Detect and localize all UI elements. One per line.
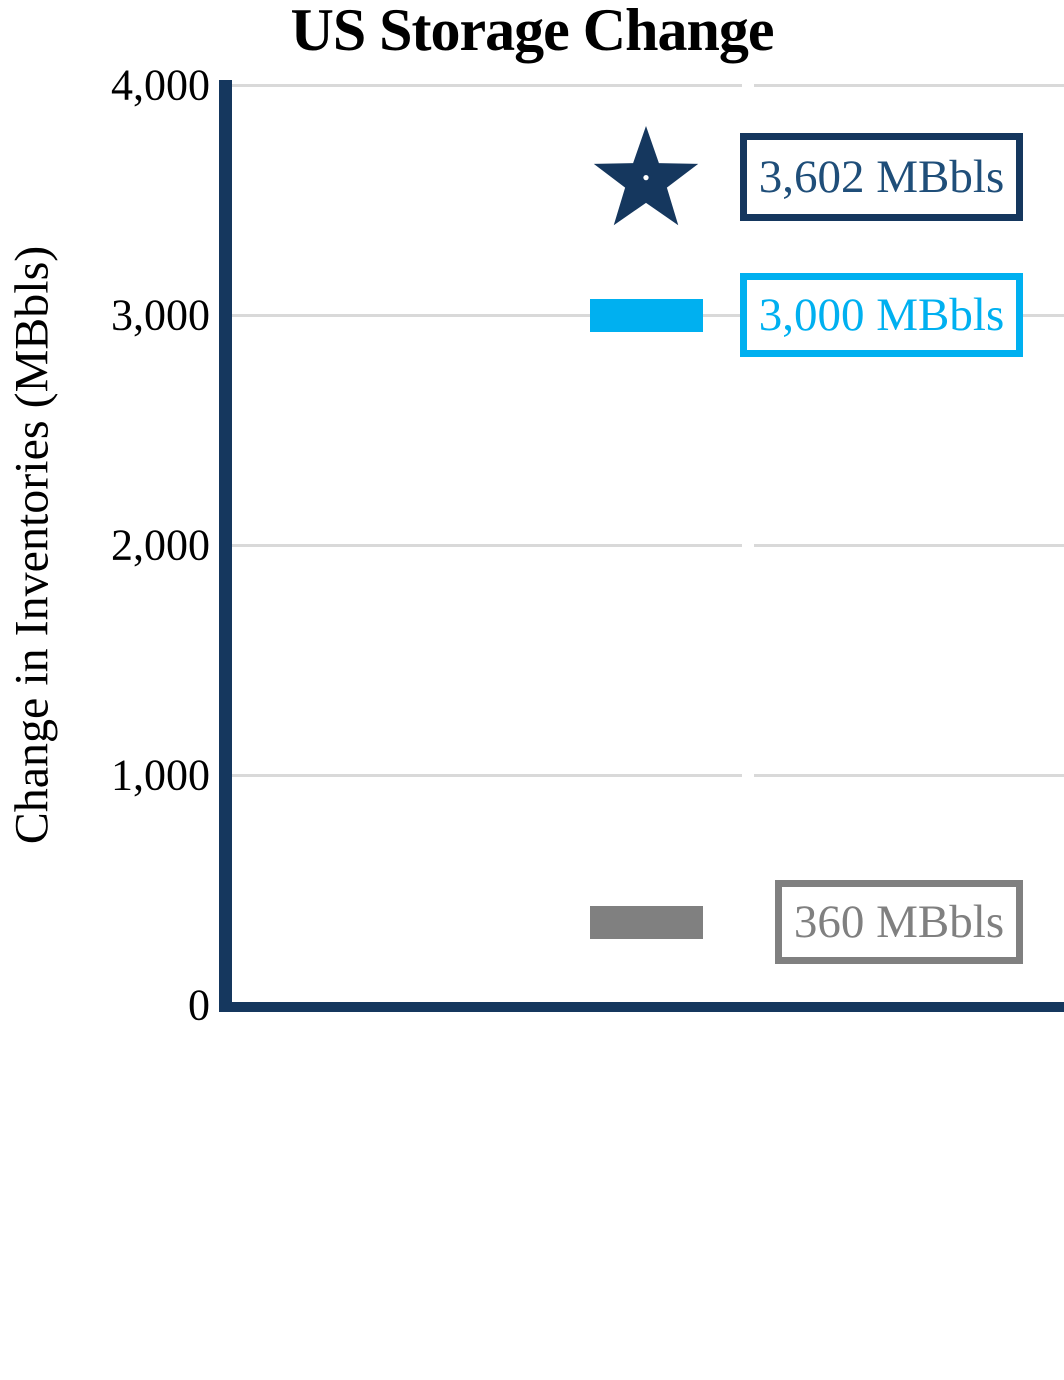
bloomberg-value-label: 360 MBbls [793, 896, 1005, 949]
gridline-4000-left [232, 83, 742, 87]
chart-title: US Storage Change [290, 0, 774, 63]
y-tick-0: 0 [188, 980, 210, 1030]
star-center-dot [643, 174, 649, 181]
gridline-3000-left [232, 313, 742, 317]
bloomberg-value-box: 360 MBbls [775, 880, 1023, 965]
api-survey-bar [590, 298, 703, 332]
gridline-2000-right [754, 543, 1064, 547]
bloomberg-survey-bar [590, 905, 703, 939]
y-tick-1000: 1,000 [111, 750, 210, 800]
x-axis-line [219, 1002, 1064, 1012]
gridline-1000-right [754, 773, 1064, 777]
api-value-label: 3,000 MBbls [758, 289, 1005, 341]
gridline-2000-left [232, 543, 742, 547]
gridline-1000-left [232, 773, 742, 777]
actual-value-label: 3,602 MBbls [758, 150, 1005, 203]
actual-star-marker [593, 126, 699, 226]
y-tick-2000: 2,000 [111, 520, 210, 570]
y-axis-line [219, 80, 232, 1012]
legend: Actual API Survey Bloomberg Survey [0, 1100, 1064, 1380]
y-tick-3000: 3,000 [111, 290, 210, 340]
actual-value-box: 3,602 MBbls [740, 132, 1023, 221]
y-tick-4000: 4,000 [111, 60, 210, 110]
gridline-4000-right [754, 83, 1064, 87]
api-value-box: 3,000 MBbls [740, 273, 1023, 357]
